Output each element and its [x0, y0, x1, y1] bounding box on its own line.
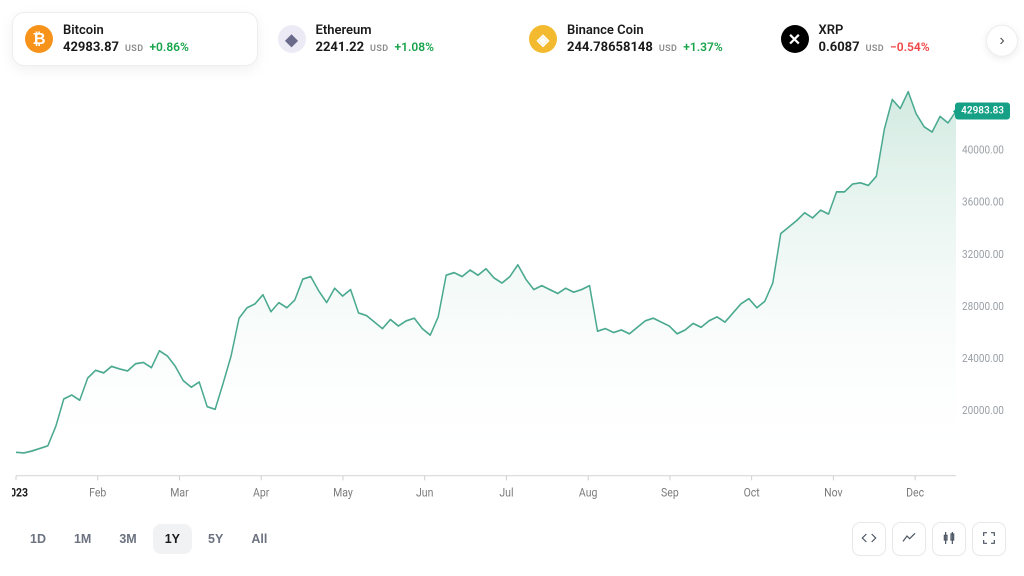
coin-price: 0.6087 [819, 40, 860, 55]
ticker-card-btc[interactable]: ₿ Bitcoin 42983.87 USD +0.86% [12, 12, 258, 66]
range-3m[interactable]: 3M [107, 524, 148, 554]
area-button[interactable] [892, 522, 926, 556]
time-range-group: 1D1M3M1Y5YAll [18, 524, 279, 554]
coin-currency: USD [659, 44, 677, 54]
x-axis-label: Jun [416, 486, 433, 500]
candles-icon [941, 530, 957, 549]
current-price-badge: 42983.83 [955, 103, 1010, 120]
x-axis-label: Apr [253, 486, 269, 500]
coin-change: +1.08% [395, 40, 434, 54]
current-price-value: 42983.83 [961, 106, 1004, 117]
btc-icon: ₿ [25, 25, 53, 53]
x-axis-label: Nov [824, 486, 843, 500]
range-1d[interactable]: 1D [18, 524, 58, 554]
y-axis-label: 32000.00 [962, 247, 1004, 261]
scroll-right-button[interactable]: › [986, 25, 1018, 57]
ticker-card-xrp[interactable]: ✕ XRP 0.6087 USD −0.54% [769, 12, 1013, 66]
coin-change: +0.86% [149, 40, 188, 54]
chevron-right-icon: › [999, 32, 1004, 50]
eth-icon: ◆ [278, 25, 306, 53]
ticker-card-bnb[interactable]: ◈ Binance Coin 244.78658148 USD +1.37% [517, 12, 761, 66]
range-5y[interactable]: 5Y [196, 524, 235, 554]
x-axis-label: Mar [170, 486, 189, 500]
fullscreen-icon [981, 530, 997, 549]
coin-price: 2241.22 [316, 40, 365, 55]
chart-tool-group [852, 522, 1006, 556]
x-axis-label: 2023 [12, 486, 28, 500]
ticker-row: ₿ Bitcoin 42983.87 USD +0.86% ◆ Ethereum 2241.2… [8, 12, 1016, 76]
x-axis-label: Dec [906, 486, 924, 500]
range-1y[interactable]: 1Y [153, 524, 192, 554]
ticker-card-eth[interactable]: ◆ Ethereum 2241.22 USD +1.08% [266, 12, 510, 66]
embed-icon [861, 530, 877, 549]
coin-price: 42983.87 [63, 40, 119, 55]
x-axis-label: Jul [499, 486, 513, 500]
embed-button[interactable] [852, 522, 886, 556]
y-axis-label: 36000.00 [962, 195, 1004, 209]
x-axis-label: Sep [661, 486, 679, 500]
coin-name: Binance Coin [567, 23, 723, 38]
x-axis-label: Oct [744, 486, 760, 500]
coin-change: +1.37% [683, 40, 722, 54]
coin-name: Bitcoin [63, 23, 189, 38]
fullscreen-button[interactable] [972, 522, 1006, 556]
coin-currency: USD [866, 44, 884, 54]
range-1m[interactable]: 1M [62, 524, 103, 554]
x-axis-label: May [333, 486, 353, 500]
y-axis-label: 40000.00 [962, 143, 1004, 157]
price-area [16, 92, 956, 476]
y-axis-label: 24000.00 [962, 351, 1004, 365]
chart-toolbar: 1D1M3M1Y5YAll [8, 510, 1016, 576]
x-axis-label: Aug [579, 486, 597, 500]
candles-button[interactable] [932, 522, 966, 556]
range-all[interactable]: All [239, 524, 279, 554]
coin-price: 244.78658148 [567, 40, 653, 55]
coin-currency: USD [370, 44, 388, 54]
xrp-icon: ✕ [781, 25, 809, 53]
coin-change: −0.54% [890, 40, 930, 54]
coin-currency: USD [125, 44, 143, 54]
price-chart[interactable]: 2023 Feb Mar Apr May Jun Jul Aug Sep Oct Nov Dec 200… [12, 76, 1012, 510]
coin-name: Ethereum [316, 23, 434, 38]
y-axis-label: 28000.00 [962, 299, 1004, 313]
coin-name: XRP [819, 23, 930, 38]
y-axis-label: 20000.00 [962, 403, 1004, 417]
area-icon [901, 530, 917, 549]
x-axis-label: Feb [89, 486, 106, 500]
bnb-icon: ◈ [529, 25, 557, 53]
